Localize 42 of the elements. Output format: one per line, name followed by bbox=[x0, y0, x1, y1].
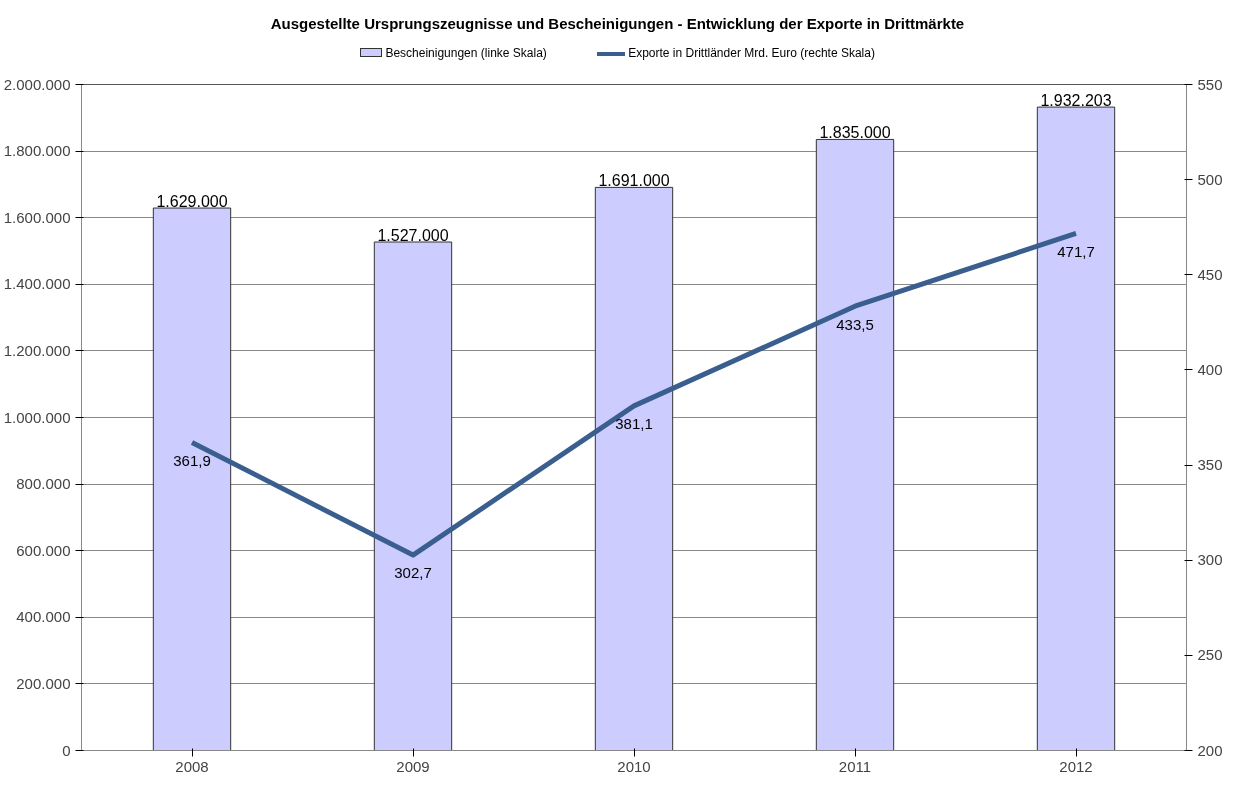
y-tick-label: 600.000 bbox=[16, 541, 71, 559]
y-tick-label: 0 bbox=[62, 741, 71, 759]
bar bbox=[1036, 106, 1116, 751]
y2-tick-label: 200 bbox=[1197, 741, 1223, 759]
y2-tick-label: 450 bbox=[1197, 265, 1223, 283]
data-label: 1.691.000 bbox=[598, 172, 670, 190]
x-tick-label: 2010 bbox=[617, 757, 651, 775]
x-tick-label: 2012 bbox=[1059, 757, 1093, 775]
x-tick-label: 2009 bbox=[396, 757, 430, 775]
y2-tick-label: 250 bbox=[1197, 646, 1223, 664]
y-tick-label: 1.800.000 bbox=[3, 142, 71, 160]
bar bbox=[373, 241, 453, 751]
data-label: 1.527.000 bbox=[377, 226, 449, 244]
chart-title: Ausgestellte Ursprungszeugnisse und Bescheinigungen - Entwicklung der Exporte in Drittmärkte bbox=[270, 14, 965, 34]
data-label: 1.932.203 bbox=[1040, 91, 1112, 109]
y-tick-label: 1.000.000 bbox=[3, 408, 71, 426]
y2-tick-label: 400 bbox=[1197, 360, 1223, 378]
legend-label: Bescheinigungen (linke Skala) bbox=[384, 46, 547, 60]
data-label: 433,5 bbox=[836, 315, 874, 333]
y-tick-label: 400.000 bbox=[16, 608, 71, 626]
y-tick-label: 1.200.000 bbox=[3, 341, 71, 359]
y2-tick-label: 550 bbox=[1197, 75, 1223, 93]
y2-tick-label: 350 bbox=[1197, 456, 1223, 474]
bar bbox=[815, 138, 895, 751]
y-tick-label: 1.600.000 bbox=[3, 208, 71, 226]
y-tick-label: 2.000.000 bbox=[3, 75, 71, 93]
y2-tick-label: 500 bbox=[1197, 170, 1223, 188]
x-tick-label: 2008 bbox=[175, 757, 209, 775]
x-tick-label: 2011 bbox=[838, 757, 872, 775]
data-label: 361,9 bbox=[173, 451, 211, 469]
data-label: 1.835.000 bbox=[819, 124, 891, 142]
bar bbox=[594, 186, 674, 751]
data-label: 1.629.000 bbox=[156, 192, 228, 210]
data-label: 302,7 bbox=[394, 564, 432, 582]
data-label: 381,1 bbox=[615, 415, 653, 433]
legend-label: Exporte in Drittländer Mrd. Euro (rechte Skala) bbox=[627, 46, 875, 60]
bar bbox=[152, 207, 232, 751]
y-tick-label: 1.400.000 bbox=[3, 275, 71, 293]
y-tick-label: 200.000 bbox=[16, 674, 71, 692]
data-label: 471,7 bbox=[1057, 242, 1095, 260]
y2-tick-label: 300 bbox=[1197, 551, 1223, 569]
y-tick-label: 800.000 bbox=[16, 475, 71, 493]
